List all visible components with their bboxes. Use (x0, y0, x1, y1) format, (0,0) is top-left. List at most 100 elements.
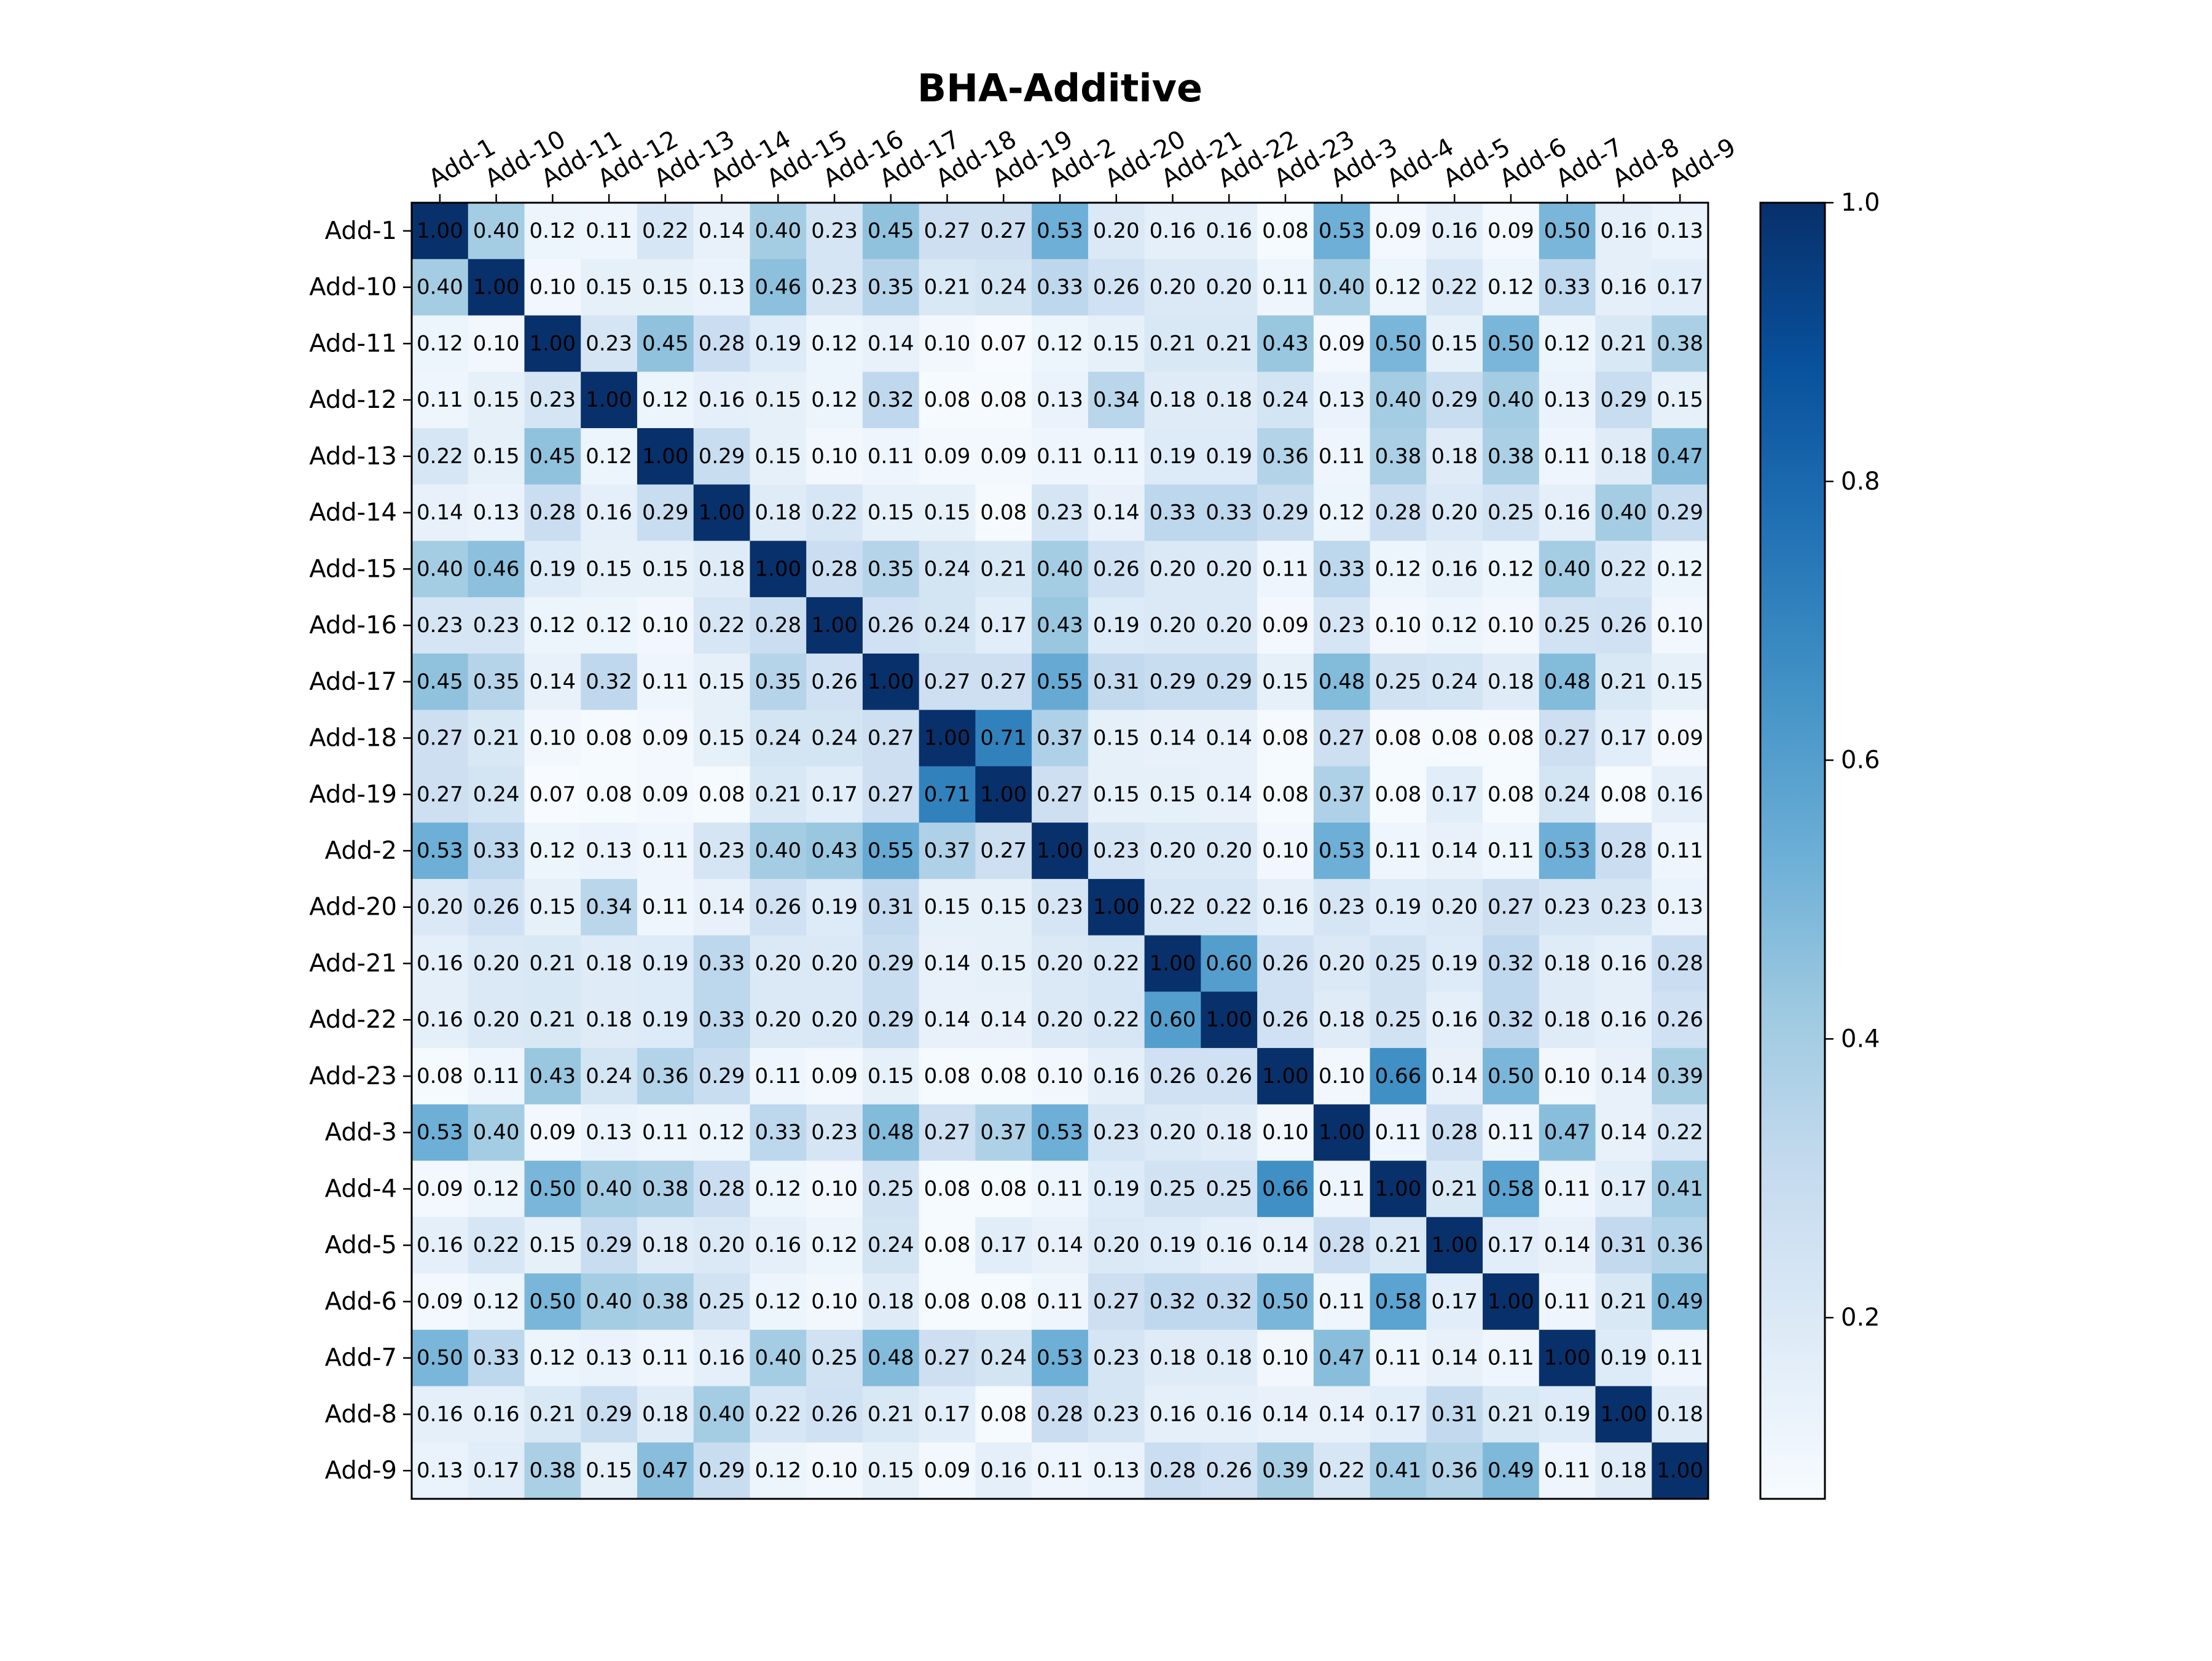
cell-value-label: 0.14 (1262, 1402, 1309, 1426)
cell-value-label: 0.09 (417, 1176, 463, 1201)
cell-value-label: 0.17 (473, 1458, 520, 1483)
cell-value-label: 0.27 (1037, 782, 1083, 807)
heatmap-cell (1257, 1160, 1314, 1217)
heatmap-cell (919, 1442, 976, 1499)
cell-value-label: 0.40 (586, 1289, 632, 1314)
cell-value-label: 0.08 (924, 1233, 971, 1257)
heatmap-cell (1201, 766, 1258, 823)
cell-value-label: 0.45 (642, 331, 689, 356)
cell-value-label: 0.10 (811, 1289, 858, 1314)
cell-value-label: 0.27 (417, 726, 463, 751)
cell-value-label: 0.22 (1601, 557, 1647, 581)
heatmap-cell (412, 1104, 469, 1162)
heatmap-cell (1595, 991, 1652, 1049)
heatmap-cell (1539, 1386, 1596, 1443)
heatmap-cell (975, 1329, 1032, 1387)
heatmap-cell (1144, 1160, 1201, 1217)
heatmap-cell (693, 1048, 751, 1105)
heatmap-cell (975, 1217, 1032, 1274)
heatmap-cell (1595, 935, 1652, 992)
heatmap-cell (1144, 484, 1201, 542)
cell-value-label: 0.12 (1657, 557, 1703, 581)
cell-value-label: 0.24 (1431, 670, 1478, 694)
y-tick-label: Add-20 (309, 893, 397, 921)
heatmap-cell (1595, 1160, 1652, 1217)
cell-value-label: 0.26 (1206, 1064, 1252, 1088)
cell-value-label: 0.08 (980, 1289, 1027, 1314)
cell-value-label: 0.23 (1319, 895, 1365, 920)
cell-value-label: 0.28 (1657, 951, 1703, 975)
colorbar-tick-label: 0.2 (1841, 1303, 1880, 1332)
cell-value-label: 0.36 (1431, 1458, 1478, 1483)
cell-value-label: 0.16 (980, 1458, 1027, 1483)
heatmap-cell (1426, 428, 1483, 485)
cell-value-label: 0.14 (529, 670, 576, 694)
heatmap-cell (1370, 1160, 1427, 1217)
heatmap-cell (412, 1160, 469, 1217)
heatmap-cell (581, 878, 638, 936)
heatmap-cell (1088, 878, 1145, 936)
cell-value-label: 0.29 (1150, 670, 1196, 694)
cell-value-label: 0.14 (1262, 1233, 1309, 1257)
heatmap-cell (1426, 484, 1483, 542)
cell-value-label: 0.24 (1262, 388, 1309, 412)
cell-value-label: 1.00 (417, 219, 463, 243)
cell-value-label: 0.20 (1150, 1120, 1196, 1145)
y-tick-label: Add-3 (325, 1119, 397, 1147)
heatmap-cell (1144, 541, 1201, 598)
heatmap-cell (806, 766, 863, 823)
y-tick-label: Add-7 (325, 1344, 397, 1372)
cell-value-label: 0.34 (586, 895, 632, 920)
cell-value-label: 0.10 (529, 275, 576, 300)
heatmap-cell (693, 1273, 751, 1331)
cell-value-label: 0.22 (1319, 1458, 1365, 1483)
heatmap-cell (1144, 878, 1201, 936)
cell-value-label: 0.53 (1037, 219, 1083, 243)
heatmap-cell (412, 823, 469, 880)
heatmap-cell (1088, 709, 1145, 767)
heatmap-cell (693, 484, 751, 542)
cell-value-label: 0.12 (1319, 501, 1365, 525)
cell-value-label: 0.09 (924, 1458, 971, 1483)
heatmap-cell (1595, 597, 1652, 654)
cell-value-label: 0.20 (1037, 951, 1083, 975)
heatmap-cell (1144, 1442, 1201, 1499)
cell-value-label: 0.08 (1488, 782, 1534, 807)
heatmap-cell (750, 878, 807, 936)
heatmap-cell (581, 991, 638, 1049)
cell-value-label: 0.24 (868, 1233, 914, 1257)
cell-value-label: 0.25 (1375, 670, 1422, 694)
cell-value-label: 0.18 (699, 557, 745, 581)
cell-value-label: 0.08 (1375, 782, 1422, 807)
cell-value-label: 1.00 (1037, 838, 1083, 863)
heatmap-cell (1313, 1442, 1371, 1499)
cell-value-label: 0.28 (1037, 1402, 1083, 1426)
heatmap-cell (1539, 653, 1596, 711)
cell-value-label: 0.12 (586, 444, 632, 469)
cell-value-label: 0.22 (1206, 895, 1252, 920)
heatmap-cell (637, 315, 694, 372)
cell-value-label: 0.09 (642, 782, 689, 807)
cell-value-label: 0.28 (1431, 1120, 1478, 1145)
cell-value-label: 0.15 (529, 895, 576, 920)
cell-value-label: 1.00 (924, 726, 971, 751)
heatmap-cell (468, 541, 525, 598)
cell-value-label: 0.09 (1488, 219, 1534, 243)
heatmap-cell (1313, 878, 1371, 936)
cell-value-label: 0.26 (811, 670, 858, 694)
cell-value-label: 0.47 (1544, 1120, 1591, 1145)
y-tick-label: Add-5 (325, 1231, 397, 1259)
cell-value-label: 0.10 (924, 331, 971, 356)
heatmap-cell (468, 259, 525, 316)
heatmap-cell (468, 653, 525, 711)
heatmap-cell (1370, 203, 1427, 260)
heatmap-cell (468, 1329, 525, 1387)
cell-value-label: 0.16 (1206, 219, 1252, 243)
heatmap-cell (1257, 878, 1314, 936)
heatmap-cell (1201, 653, 1258, 711)
cell-value-label: 0.19 (755, 331, 801, 356)
heatmap-cell (1201, 935, 1258, 992)
heatmap-cell (1370, 823, 1427, 880)
cell-value-label: 0.29 (586, 1402, 632, 1426)
heatmap-cell (1313, 597, 1371, 654)
